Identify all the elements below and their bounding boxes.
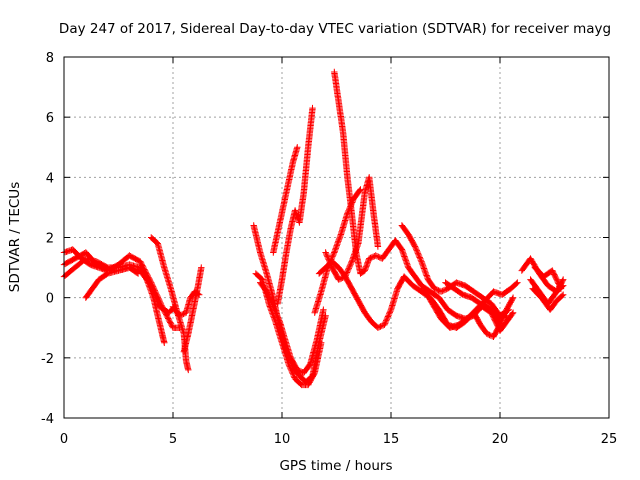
series-markers	[82, 264, 142, 301]
y-tick-label: 8	[46, 51, 54, 66]
series-track-16	[322, 174, 382, 283]
series-markers	[274, 104, 316, 307]
series-track-4	[82, 264, 142, 301]
x-tick-label: 25	[601, 432, 618, 447]
series-markers	[169, 288, 203, 319]
grid	[64, 57, 609, 418]
series-track-20	[470, 294, 517, 340]
series-markers	[311, 186, 364, 316]
series-markers	[270, 144, 301, 256]
x-tick-label: 20	[492, 432, 509, 447]
series-track-12	[274, 104, 316, 307]
series-markers	[529, 285, 567, 313]
series-track-10	[257, 279, 327, 377]
chart-title: Day 247 of 2017, Sidereal Day-to-day VTE…	[59, 21, 611, 37]
x-tick-label: 15	[383, 432, 400, 447]
x-tick-label: 10	[274, 432, 291, 447]
series-markers	[180, 264, 205, 355]
x-tick-label: 5	[169, 432, 177, 447]
series-markers	[257, 279, 327, 377]
x-axis-label: GPS time / hours	[279, 458, 392, 474]
series-track-6	[180, 264, 205, 355]
y-tick-label: 6	[46, 111, 54, 126]
y-tick-label: -2	[41, 352, 54, 367]
series-markers	[398, 222, 512, 319]
series-track-13	[311, 186, 364, 316]
series-track-17	[398, 222, 512, 319]
axis-ticks: 0 5 10 15 20 25 -4 -2 0 2 4 6 8	[41, 51, 617, 447]
series-track-7	[169, 288, 203, 319]
y-tick-label: 2	[46, 232, 54, 247]
y-tick-label: 4	[46, 171, 54, 186]
series-markers	[470, 294, 517, 340]
series-track-19	[442, 279, 510, 322]
y-axis-label: SDTVAR / TECUs	[7, 182, 23, 292]
series-markers	[531, 264, 565, 292]
series-markers	[442, 279, 510, 322]
y-tick-label: -4	[41, 412, 54, 427]
y-tick-label: 0	[46, 292, 54, 307]
data-points	[60, 68, 567, 389]
series-track-11	[270, 144, 301, 256]
series-track-24	[531, 264, 565, 292]
x-tick-label: 0	[60, 432, 68, 447]
series-markers	[322, 174, 382, 283]
series-track-23	[529, 285, 567, 313]
